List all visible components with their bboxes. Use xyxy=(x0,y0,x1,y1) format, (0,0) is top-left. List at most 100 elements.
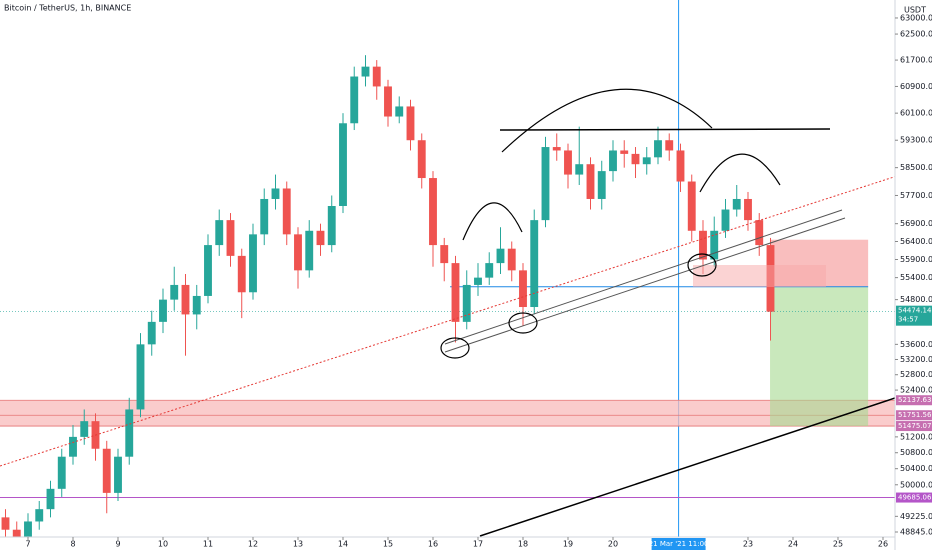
candle-body xyxy=(507,248,516,271)
candle-body xyxy=(57,456,66,489)
candle-body xyxy=(69,436,77,457)
x-tick-label: 14 xyxy=(338,540,348,549)
y-tick-label: 59300.00 xyxy=(900,136,932,145)
y-tick-label: 50000.00 xyxy=(900,480,932,489)
candle-body xyxy=(125,409,134,457)
candle-body xyxy=(417,140,426,179)
y-tick-label: 54800.00 xyxy=(900,295,932,304)
candle-body xyxy=(1,517,10,530)
candle-body xyxy=(642,157,651,165)
x-tick-label: 7 xyxy=(25,540,30,549)
candle-body xyxy=(609,150,617,172)
neckline xyxy=(499,128,831,131)
circle-mark xyxy=(440,337,470,359)
x-tick-label: 18 xyxy=(518,540,528,549)
shoulder-arc xyxy=(462,202,523,241)
x-tick-label: 17 xyxy=(473,540,483,549)
candle-body xyxy=(316,230,325,246)
y-tick-label: 60100.00 xyxy=(900,109,932,118)
candle-body xyxy=(530,220,539,308)
y-tick-label: 63000.00 xyxy=(900,13,932,22)
candle-body xyxy=(687,181,696,231)
y-tick-label: 49225.00 xyxy=(900,512,932,521)
candle-body xyxy=(12,529,21,537)
candle-body xyxy=(372,66,381,87)
candle-body xyxy=(46,488,55,510)
zones xyxy=(0,0,895,537)
candle-body xyxy=(384,86,392,117)
last-price-tag xyxy=(896,305,932,326)
candle-body xyxy=(485,263,494,278)
candle-body xyxy=(282,188,291,235)
y-tick-label: 58500.00 xyxy=(900,163,932,172)
y-tick-label: 53600.00 xyxy=(900,340,932,349)
x-tick-label: 8 xyxy=(70,540,75,549)
y-tick-label: 56900.00 xyxy=(900,219,932,228)
y-tick-label: 57700.00 xyxy=(900,191,932,200)
circle-mark xyxy=(508,312,538,334)
candle-body xyxy=(564,150,572,175)
x-tick-label: 15 xyxy=(383,540,393,549)
countdown-label: 34:57 xyxy=(898,316,918,324)
candle-body xyxy=(710,230,719,260)
candle-body xyxy=(721,209,730,231)
candle-body xyxy=(395,106,404,117)
candle-body xyxy=(35,509,44,522)
zone-label: 52137.63 xyxy=(898,396,931,404)
x-tick-label: 11 xyxy=(203,540,213,549)
x-tick-label: 9 xyxy=(115,540,120,549)
y-tick-label: 51200.00 xyxy=(900,432,932,441)
zone-label: 51475.07 xyxy=(898,422,931,430)
candle-body xyxy=(305,230,314,271)
candle-body xyxy=(665,140,674,151)
y-tick-label: 50400.00 xyxy=(900,464,932,473)
candle-body xyxy=(350,76,359,124)
candle-body xyxy=(339,123,347,207)
y-tick-label: 56400.00 xyxy=(900,237,932,246)
y-tick-label: 52400.00 xyxy=(900,386,932,395)
zone-tag xyxy=(896,421,932,432)
y-tick-label: 60900.00 xyxy=(900,82,932,91)
candle-body xyxy=(80,421,89,437)
candle-body xyxy=(575,164,584,175)
candle-body xyxy=(170,284,179,300)
candle-body xyxy=(361,66,370,77)
x-tick-label: 24 xyxy=(788,540,798,549)
drawings xyxy=(0,88,895,537)
x-tick-label: 13 xyxy=(293,540,303,549)
last-price-label: 54474.14 xyxy=(898,307,932,315)
candle-body xyxy=(136,344,145,410)
zone-label: 51751.56 xyxy=(898,411,932,419)
candle-body xyxy=(204,245,212,296)
purple-label: 49685.06 xyxy=(898,494,932,502)
candle-body xyxy=(496,248,505,264)
candle-body xyxy=(237,255,246,293)
x-tick-label: 16 xyxy=(428,540,438,549)
candle-body xyxy=(755,220,764,246)
candle-body xyxy=(620,150,629,154)
candle-body xyxy=(429,178,437,246)
candle-body xyxy=(631,153,640,165)
candle-body xyxy=(654,140,662,158)
candle-body xyxy=(699,230,707,260)
candle-body xyxy=(440,245,449,264)
candle-body xyxy=(102,448,111,493)
candle-body xyxy=(676,150,685,182)
zone-tag xyxy=(896,410,932,421)
candle-body xyxy=(271,188,280,199)
candle-body xyxy=(406,106,415,141)
candle-body xyxy=(462,284,471,322)
axes: 63000.00 62500.00 61700.00 60900.00 60100.00… xyxy=(25,13,932,550)
candle-body xyxy=(159,299,167,322)
x-tick-label: 10 xyxy=(158,540,168,549)
y-tick-label: 55400.00 xyxy=(900,273,932,282)
candle-body xyxy=(181,284,190,315)
x-tick-label: 12 xyxy=(248,540,258,549)
candle-body xyxy=(519,270,527,308)
candle-body xyxy=(474,277,482,285)
candle-body xyxy=(147,321,156,345)
y-tick-label: 52800.00 xyxy=(900,370,932,379)
currency: USDT xyxy=(904,6,926,15)
candle-body xyxy=(192,295,201,315)
